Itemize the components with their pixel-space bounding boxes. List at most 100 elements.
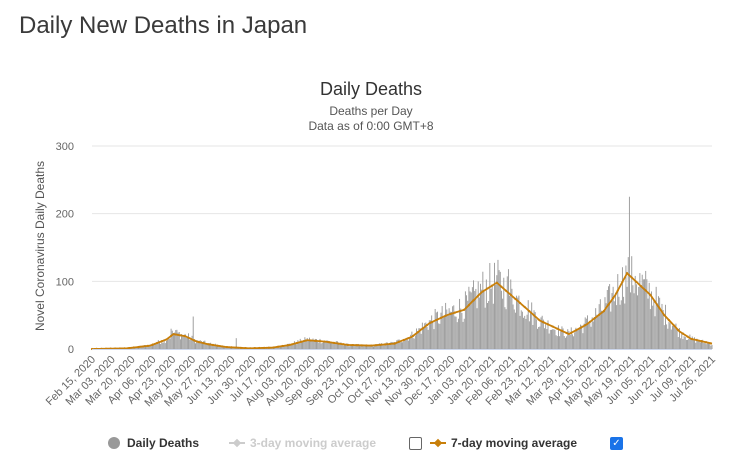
bar [210, 342, 212, 349]
bar [406, 337, 408, 349]
bar [375, 345, 377, 349]
bar [701, 340, 702, 349]
bar [566, 336, 568, 349]
bar [291, 344, 293, 349]
ma7-point [281, 344, 284, 348]
ma7-point [472, 299, 475, 302]
bar [368, 345, 370, 349]
bar [457, 318, 459, 349]
bar [688, 338, 690, 349]
legend-item-daily[interactable]: Daily Deaths [108, 432, 199, 454]
ma7-point [542, 321, 545, 324]
bar [620, 300, 622, 349]
bar [376, 344, 378, 349]
bar [478, 297, 480, 349]
ma7-point [565, 331, 568, 335]
ma7-point [244, 347, 247, 350]
bar [290, 344, 292, 349]
ma7-point [546, 323, 550, 326]
bar [599, 299, 601, 349]
bar [390, 341, 392, 349]
chart-subtitle: Deaths per Day [329, 104, 412, 118]
ma7-point [263, 346, 266, 349]
legend-item-ma7[interactable]: 7-day moving average [430, 432, 577, 454]
bar [633, 293, 635, 349]
bar [690, 338, 692, 349]
bar [413, 338, 415, 349]
ma7-point [197, 341, 201, 344]
bar [582, 333, 584, 349]
bar [639, 273, 641, 349]
bar [397, 339, 399, 349]
bar [439, 323, 441, 349]
bar [467, 300, 469, 349]
ma7-point [365, 344, 368, 347]
bar [324, 341, 326, 349]
ma7-point [137, 345, 140, 349]
bar [371, 344, 373, 349]
bar [538, 327, 540, 349]
bar [557, 325, 559, 349]
bar [453, 305, 455, 349]
bar [318, 342, 320, 349]
bar [440, 312, 442, 349]
bar [668, 321, 670, 349]
bar [678, 328, 680, 349]
bar [555, 335, 557, 349]
bar [498, 270, 500, 349]
ma7-point [444, 314, 447, 317]
bar [484, 307, 486, 349]
bar [278, 347, 280, 349]
bar [674, 325, 676, 349]
bar [568, 331, 570, 349]
bar [540, 317, 542, 349]
bar [343, 344, 345, 349]
bar [356, 344, 358, 349]
bar [442, 317, 444, 349]
ma7-checkbox[interactable]: ✓ [610, 437, 623, 450]
bar [363, 345, 365, 349]
ma7-point [286, 344, 289, 347]
bar [168, 337, 170, 349]
bar [430, 320, 431, 349]
bar [461, 312, 463, 349]
bar [510, 279, 512, 349]
bar [314, 338, 316, 349]
bar [640, 285, 642, 349]
bar [183, 335, 185, 349]
bar [594, 316, 595, 349]
bar [357, 343, 359, 349]
ma3-checkbox[interactable] [409, 437, 422, 450]
bar [609, 284, 611, 349]
bar [645, 270, 647, 349]
bar [335, 341, 337, 349]
bar [347, 343, 349, 349]
bar [689, 334, 691, 349]
bar [320, 343, 322, 349]
bar [199, 340, 201, 349]
bar [384, 344, 386, 349]
ma7-point [681, 332, 685, 335]
bar [167, 340, 169, 349]
bar [160, 343, 162, 349]
ma7-point [156, 341, 159, 345]
ma7-point [277, 345, 280, 348]
bar [596, 314, 598, 349]
bar [544, 328, 545, 349]
bar [228, 347, 230, 349]
bar [298, 342, 300, 349]
legend-item-ma3[interactable]: 3-day moving average [229, 432, 376, 454]
ma7-point [402, 338, 405, 342]
bar [336, 341, 338, 349]
ma7-point [146, 344, 149, 347]
bar [456, 322, 458, 349]
bar [207, 343, 209, 349]
daily-deaths-chart: Daily Deaths Deaths per Day Data as of 0… [33, 79, 718, 409]
bar [497, 259, 499, 349]
bar [192, 316, 194, 349]
bar [302, 342, 304, 349]
ma7-point [658, 307, 661, 310]
bar [487, 303, 488, 349]
bar [624, 303, 626, 349]
ma7-point [500, 285, 503, 288]
